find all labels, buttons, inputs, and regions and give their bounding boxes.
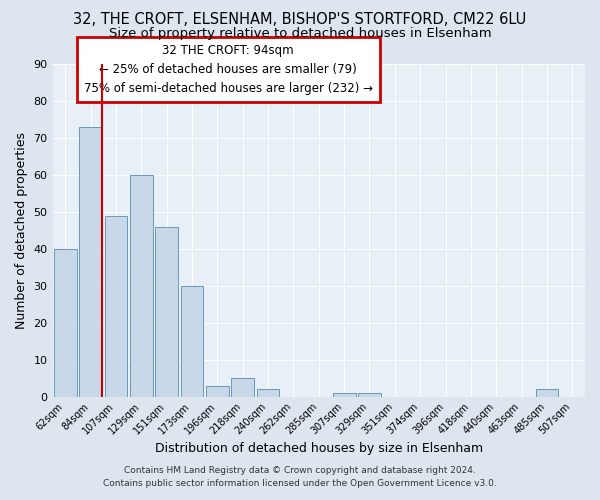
Bar <box>181 286 203 397</box>
Text: Contains HM Land Registry data © Crown copyright and database right 2024.
Contai: Contains HM Land Registry data © Crown c… <box>103 466 497 487</box>
Text: 32 THE CROFT: 94sqm
← 25% of detached houses are smaller (79)
75% of semi-detach: 32 THE CROFT: 94sqm ← 25% of detached ho… <box>84 44 373 95</box>
Bar <box>231 378 254 396</box>
Bar <box>130 175 152 396</box>
Bar <box>536 390 559 396</box>
Bar <box>257 390 280 396</box>
Bar <box>333 393 356 396</box>
Bar <box>358 393 381 396</box>
Bar <box>54 249 77 396</box>
X-axis label: Distribution of detached houses by size in Elsenham: Distribution of detached houses by size … <box>155 442 483 455</box>
Text: Size of property relative to detached houses in Elsenham: Size of property relative to detached ho… <box>109 28 491 40</box>
Bar <box>155 226 178 396</box>
Y-axis label: Number of detached properties: Number of detached properties <box>15 132 28 329</box>
Text: 32, THE CROFT, ELSENHAM, BISHOP'S STORTFORD, CM22 6LU: 32, THE CROFT, ELSENHAM, BISHOP'S STORTF… <box>73 12 527 28</box>
Bar <box>104 216 127 396</box>
Bar <box>206 386 229 396</box>
Bar <box>79 127 102 396</box>
